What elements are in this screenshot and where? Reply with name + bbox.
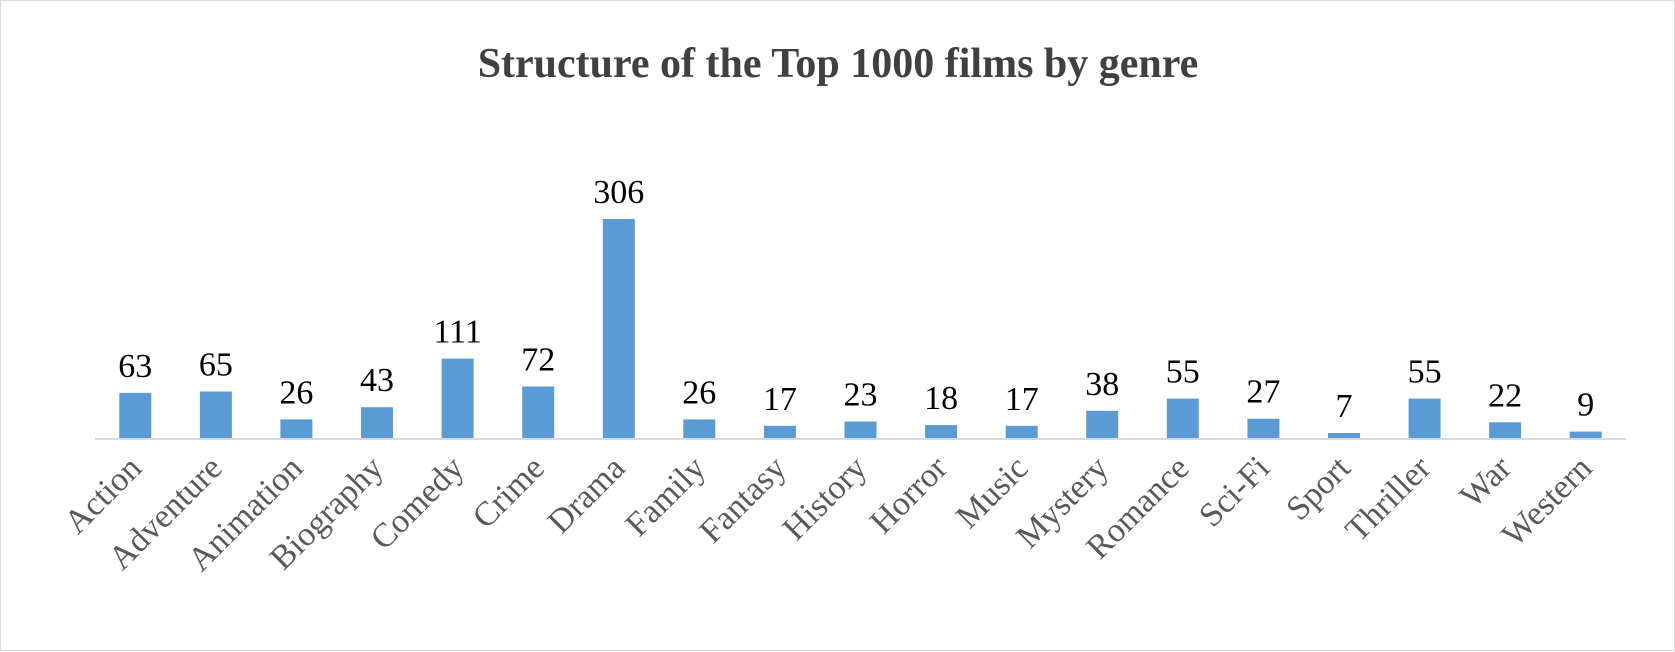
bar-fantasy xyxy=(763,425,796,438)
category-label-drama: Drama xyxy=(541,449,633,541)
category-label-fantasy: Fantasy xyxy=(693,449,794,550)
data-label-horror: 18 xyxy=(924,380,958,417)
bar-comedy xyxy=(441,358,474,438)
bar-thriller xyxy=(1408,398,1441,438)
bar-adventure xyxy=(199,391,232,438)
category-label-history: History xyxy=(776,449,874,547)
data-label-music: 17 xyxy=(1005,381,1039,418)
data-label-comedy: 111 xyxy=(433,314,481,351)
category-label-horror: Horror xyxy=(863,449,955,541)
category-label-sci-fi: Sci-Fi xyxy=(1192,449,1277,534)
data-label-adventure: 65 xyxy=(199,347,233,384)
data-label-sci-fi: 27 xyxy=(1246,374,1280,411)
data-label-sport: 7 xyxy=(1336,388,1353,425)
data-label-war: 22 xyxy=(1488,377,1522,414)
bar-family xyxy=(683,419,716,438)
bar-romance xyxy=(1166,398,1199,438)
bar-western xyxy=(1569,431,1602,438)
data-labels-group: 63 65 26 43 111 72 306 26 17 23 18 17 38 55 27 7 55 22 9 xyxy=(118,174,1594,425)
bar-drama xyxy=(602,219,635,438)
data-label-action: 63 xyxy=(118,348,152,385)
bar-action xyxy=(119,392,152,438)
data-label-biography: 43 xyxy=(360,362,394,399)
chart-title: Structure of the Top 1000 films by genre xyxy=(478,41,1199,87)
bar-sci-fi xyxy=(1247,418,1280,438)
bar-history xyxy=(844,421,877,438)
category-label-crime: Crime xyxy=(466,449,552,535)
data-label-mystery: 38 xyxy=(1085,366,1119,403)
bars-group xyxy=(119,219,1602,438)
data-label-crime: 72 xyxy=(521,342,555,379)
data-label-western: 9 xyxy=(1577,387,1594,424)
bar-animation xyxy=(280,419,313,438)
data-label-animation: 26 xyxy=(279,374,313,411)
bar-sport xyxy=(1328,433,1360,438)
data-label-drama: 306 xyxy=(593,174,644,211)
data-label-thriller: 55 xyxy=(1408,354,1442,391)
category-label-western: Western xyxy=(1495,449,1599,553)
data-label-romance: 55 xyxy=(1166,354,1200,391)
data-label-family: 26 xyxy=(682,374,716,411)
category-label-war: War xyxy=(1453,449,1519,515)
data-label-history: 23 xyxy=(844,377,878,414)
bar-biography xyxy=(361,407,393,438)
bar-mystery xyxy=(1086,410,1119,438)
data-label-fantasy: 17 xyxy=(763,381,797,418)
bar-music xyxy=(1005,425,1038,438)
bar-crime xyxy=(522,386,555,438)
bar-horror xyxy=(925,425,958,438)
category-labels-group: ActionAdventureAnimationBiographyComedyC… xyxy=(57,449,1599,578)
category-label-thriller: Thriller xyxy=(1339,449,1439,549)
bar-war xyxy=(1489,422,1522,438)
